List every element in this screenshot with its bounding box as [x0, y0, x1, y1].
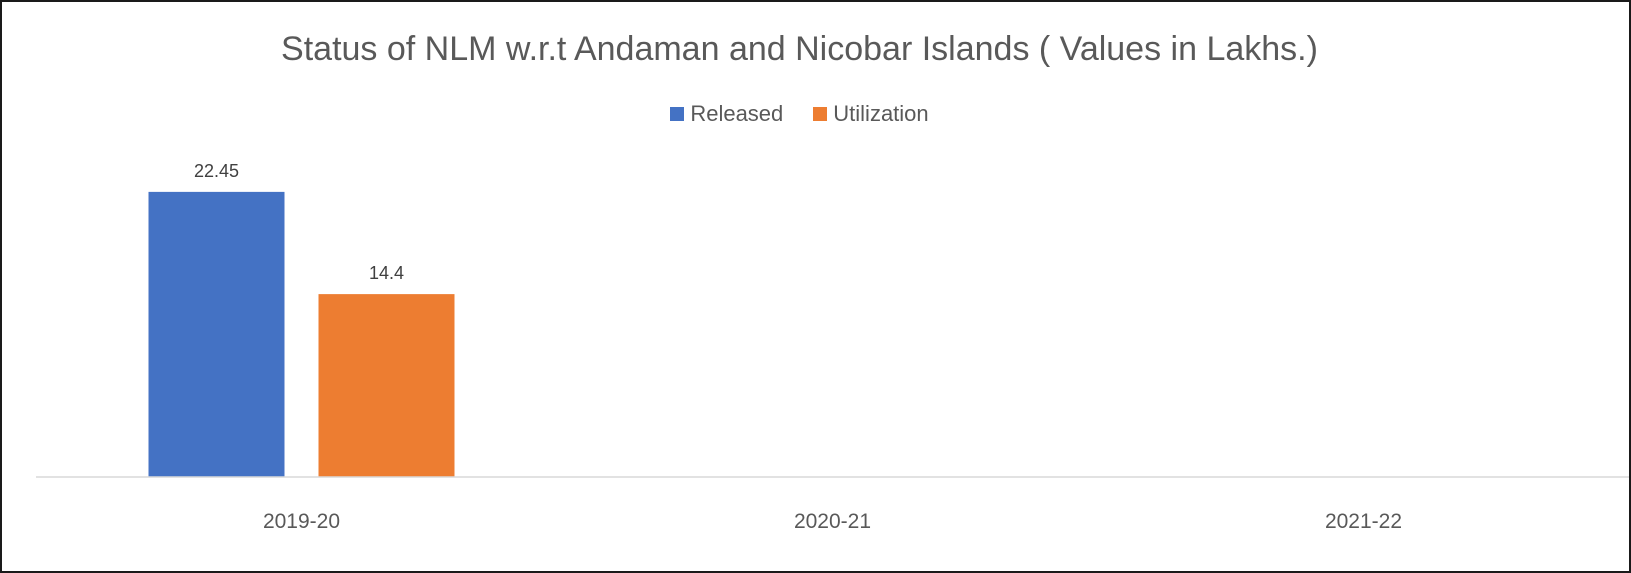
data-label-utilization: 14.4	[369, 263, 404, 283]
legend: Released Utilization	[2, 101, 1597, 127]
legend-swatch-utilization	[813, 107, 828, 121]
x-tick-label: 2021-22	[1325, 510, 1402, 533]
legend-swatch-released	[670, 107, 685, 121]
x-tick-label: 2019-20	[263, 510, 340, 533]
bars-group: 22.45 14.4	[148, 161, 455, 477]
legend-label-utilization: Utilization	[833, 101, 929, 126]
x-tick-labels: 2019-20 2020-21 2021-22	[263, 510, 1402, 533]
legend-label-released: Released	[690, 101, 784, 126]
legend-item-utilization: Utilization	[813, 101, 929, 127]
data-label-released: 22.45	[194, 161, 239, 181]
legend-item-released: Released	[670, 101, 783, 127]
x-tick-label: 2020-21	[794, 510, 871, 533]
bar-utilization	[318, 294, 455, 477]
bar-released	[148, 191, 285, 477]
chart-title: Status of NLM w.r.t Andaman and Nicobar …	[281, 30, 1318, 68]
